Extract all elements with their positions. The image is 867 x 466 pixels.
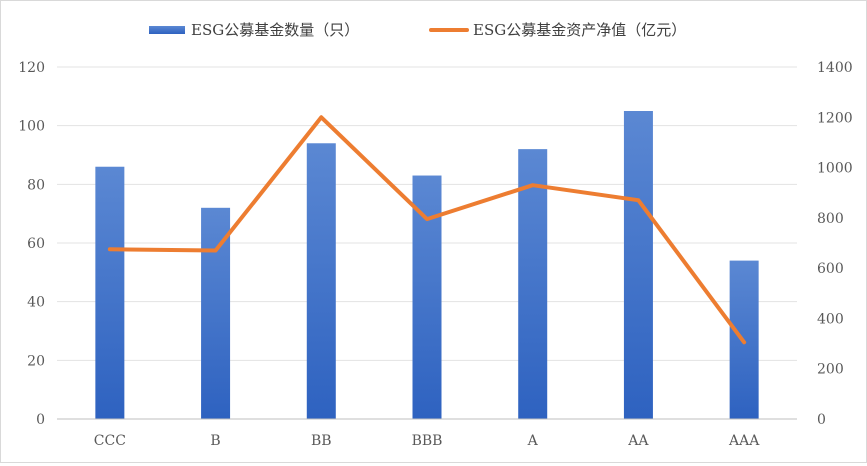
legend-line-label: ESG公募基金资产净值（亿元） xyxy=(473,21,686,39)
left-tick-label: 80 xyxy=(27,177,45,193)
legend-bar-swatch xyxy=(149,26,185,34)
bar xyxy=(624,111,653,419)
right-tick-label: 1200 xyxy=(817,110,853,126)
legend: ESG公募基金数量（只） ESG公募基金资产净值（亿元） xyxy=(149,21,686,39)
x-tick-label: BBB xyxy=(412,433,443,449)
right-tick-label: 400 xyxy=(817,311,844,327)
x-tick-label: AA xyxy=(627,433,649,449)
legend-bar-label: ESG公募基金数量（只） xyxy=(191,21,359,39)
left-tick-label: 60 xyxy=(27,236,45,252)
left-tick-label: 120 xyxy=(18,60,45,76)
right-y-axis: 0 200 400 600 800 1000 1200 1400 xyxy=(817,60,853,428)
x-tick-label: A xyxy=(527,433,539,449)
left-y-axis: 0 20 40 60 80 100 120 xyxy=(18,60,45,428)
right-tick-label: 800 xyxy=(817,211,844,227)
x-tick-label: AAA xyxy=(728,433,760,449)
bar xyxy=(95,167,124,419)
bar-series xyxy=(95,111,758,419)
left-tick-label: 0 xyxy=(36,412,45,428)
right-tick-label: 1000 xyxy=(817,161,853,177)
right-tick-label: 600 xyxy=(817,261,844,277)
bar xyxy=(307,143,336,419)
left-tick-label: 40 xyxy=(27,295,45,311)
x-tick-label: BB xyxy=(311,433,332,449)
x-tick-label: CCC xyxy=(94,433,126,449)
right-tick-label: 1400 xyxy=(817,60,853,76)
x-tick-label: B xyxy=(210,433,220,449)
left-tick-label: 20 xyxy=(27,353,45,369)
left-tick-label: 100 xyxy=(18,119,45,135)
right-tick-label: 0 xyxy=(817,412,826,428)
right-tick-label: 200 xyxy=(817,362,844,378)
